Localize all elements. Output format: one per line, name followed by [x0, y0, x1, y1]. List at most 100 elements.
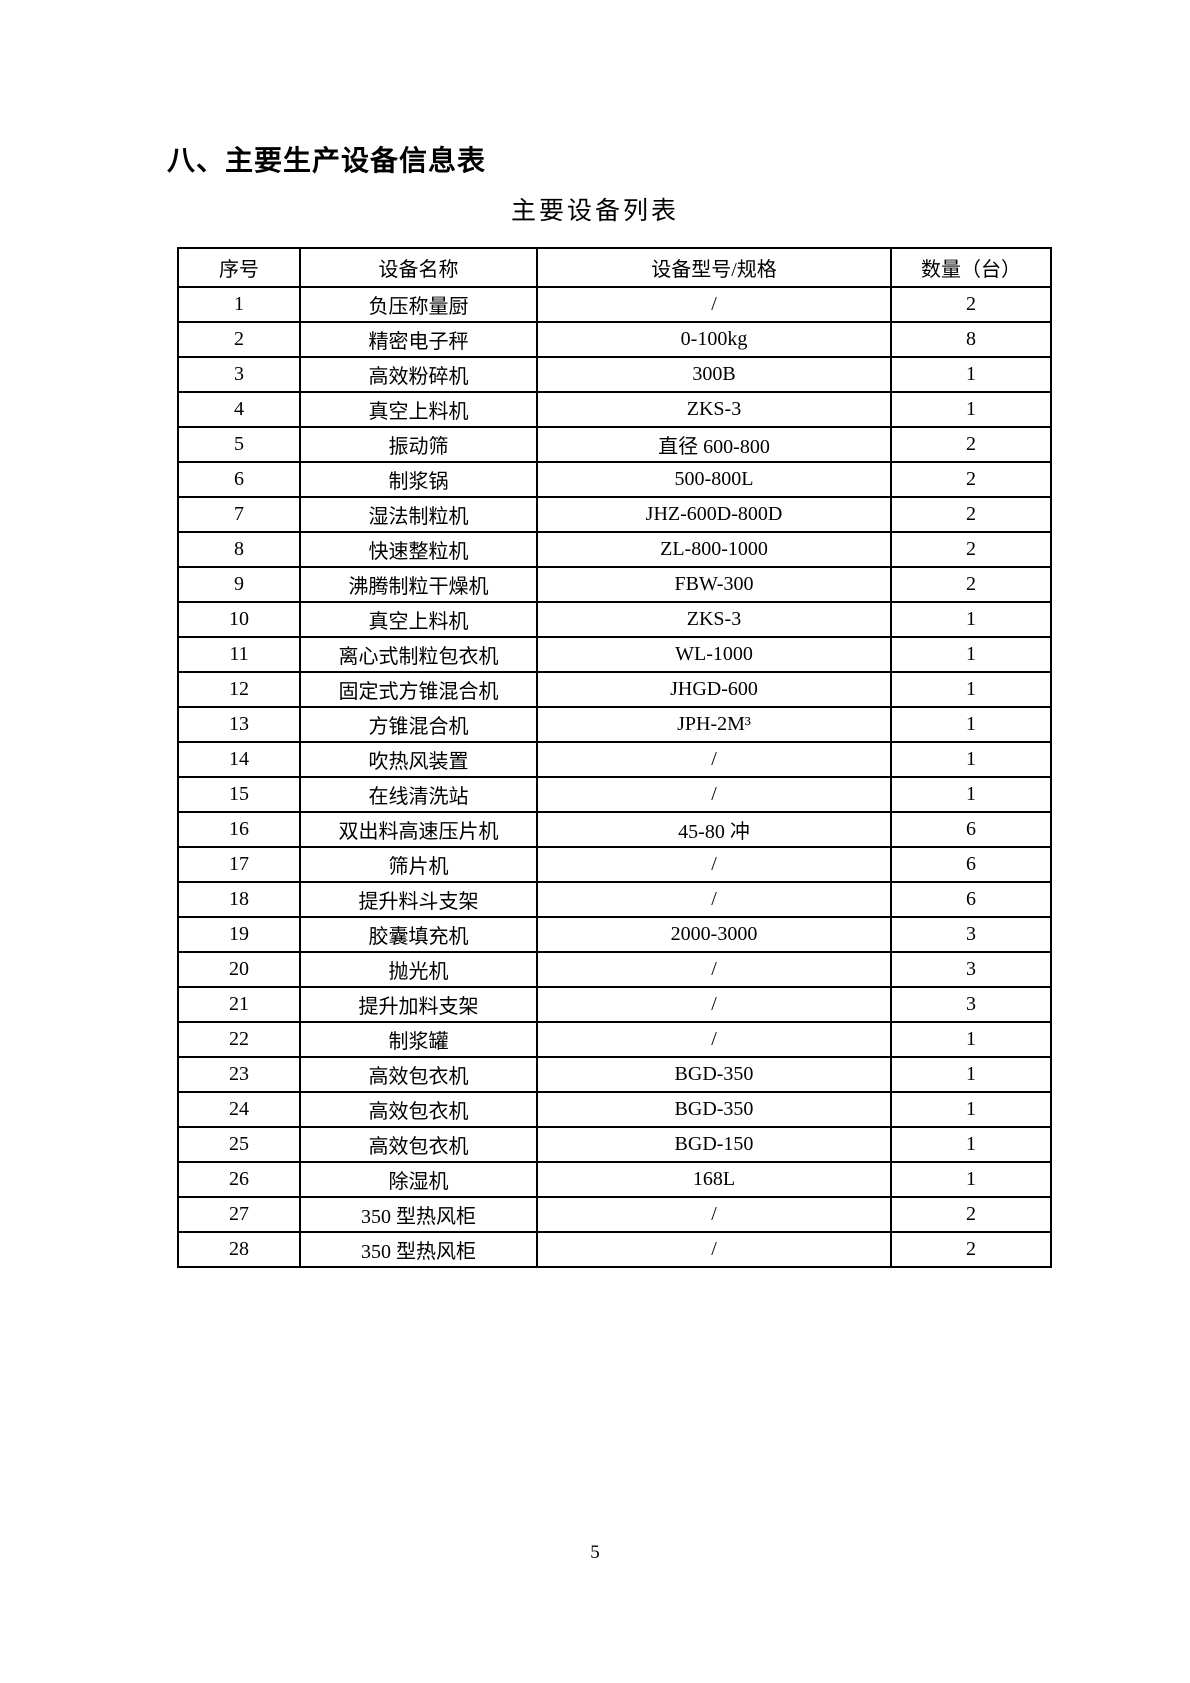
cell-no: 15 [177, 776, 301, 813]
cell-qty: 6 [890, 881, 1052, 918]
cell-name: 方锥混合机 [299, 706, 538, 743]
cell-qty: 2 [890, 286, 1052, 323]
cell-no: 11 [177, 636, 301, 673]
cell-no: 14 [177, 741, 301, 778]
cell-model: JPH-2M³ [536, 706, 892, 743]
cell-no: 9 [177, 566, 301, 603]
cell-name: 沸腾制粒干燥机 [299, 566, 538, 603]
cell-model: 300B [536, 356, 892, 393]
cell-model: 168L [536, 1161, 892, 1198]
cell-model: JHZ-600D-800D [536, 496, 892, 533]
cell-no: 26 [177, 1161, 301, 1198]
cell-model: / [536, 1021, 892, 1058]
cell-model: ZL-800-1000 [536, 531, 892, 568]
cell-qty: 1 [890, 356, 1052, 393]
header-row: 序号 设备名称 设备型号/规格 数量（台） [177, 247, 1052, 288]
cell-model: / [536, 881, 892, 918]
cell-model: FBW-300 [536, 566, 892, 603]
cell-model: 500-800L [536, 461, 892, 498]
cell-qty: 1 [890, 671, 1052, 708]
cell-name: 胶囊填充机 [299, 916, 538, 953]
cell-model: / [536, 1231, 892, 1268]
table-row: 24 高效包衣机 BGD-350 1 [177, 1091, 1052, 1128]
cell-no: 2 [177, 321, 301, 358]
table-row: 4 真空上料机 ZKS-3 1 [177, 391, 1052, 428]
cell-name: 离心式制粒包衣机 [299, 636, 538, 673]
table-row: 6 制浆锅 500-800L 2 [177, 461, 1052, 498]
cell-model: JHGD-600 [536, 671, 892, 708]
cell-no: 28 [177, 1231, 301, 1268]
cell-qty: 1 [890, 636, 1052, 673]
cell-model: / [536, 286, 892, 323]
col-header-model: 设备型号/规格 [536, 247, 892, 288]
cell-qty: 1 [890, 776, 1052, 813]
cell-qty: 2 [890, 566, 1052, 603]
table-row: 11 离心式制粒包衣机 WL-1000 1 [177, 636, 1052, 673]
table-row: 8 快速整粒机 ZL-800-1000 2 [177, 531, 1052, 568]
table-row: 1 负压称量厨/2 [177, 286, 1052, 323]
cell-qty: 2 [890, 1196, 1052, 1233]
cell-no: 25 [177, 1126, 301, 1163]
cell-no: 23 [177, 1056, 301, 1093]
cell-name: 提升料斗支架 [299, 881, 538, 918]
cell-no: 13 [177, 706, 301, 743]
cell-qty: 1 [890, 1056, 1052, 1093]
cell-qty: 6 [890, 811, 1052, 848]
cell-name: 快速整粒机 [299, 531, 538, 568]
cell-model: BGD-350 [536, 1056, 892, 1093]
cell-qty: 1 [890, 741, 1052, 778]
table-row: 5 振动筛 直径 600-800 2 [177, 426, 1052, 463]
cell-model: / [536, 776, 892, 813]
cell-qty: 3 [890, 951, 1052, 988]
cell-qty: 1 [890, 1161, 1052, 1198]
cell-no: 22 [177, 1021, 301, 1058]
cell-name: 除湿机 [299, 1161, 538, 1198]
cell-no: 7 [177, 496, 301, 533]
cell-no: 12 [177, 671, 301, 708]
table-title: 主要设备列表 [510, 198, 679, 225]
cell-qty: 2 [890, 461, 1052, 498]
cell-model: ZKS-3 [536, 601, 892, 638]
table-row: 14 吹热风装置/1 [177, 741, 1052, 778]
table-row: 20 抛光机/3 [177, 951, 1052, 988]
section-heading: 八、主要生产设备信息表 [167, 146, 487, 177]
cell-no: 24 [177, 1091, 301, 1128]
cell-qty: 1 [890, 706, 1052, 743]
cell-no: 8 [177, 531, 301, 568]
cell-model: / [536, 986, 892, 1023]
cell-no: 18 [177, 881, 301, 918]
cell-name: 真空上料机 [299, 601, 538, 638]
cell-qty: 3 [890, 986, 1052, 1023]
equipment-table: 序号 设备名称 设备型号/规格 数量（台） 1 负压称量厨/2 2 精密电子秤 0-10… [177, 247, 1052, 1268]
cell-name: 高效包衣机 [299, 1056, 538, 1093]
cell-name: 提升加料支架 [299, 986, 538, 1023]
cell-no: 16 [177, 811, 301, 848]
cell-model: 45-80 冲 [536, 811, 892, 848]
table-row: 7 湿法制粒机 JHZ-600D-800D 2 [177, 496, 1052, 533]
cell-qty: 1 [890, 391, 1052, 428]
cell-model: 2000-3000 [536, 916, 892, 953]
cell-no: 21 [177, 986, 301, 1023]
cell-qty: 1 [890, 601, 1052, 638]
cell-model: WL-1000 [536, 636, 892, 673]
table-row: 10 真空上料机 ZKS-3 1 [177, 601, 1052, 638]
cell-qty: 8 [890, 321, 1052, 358]
cell-no: 10 [177, 601, 301, 638]
cell-qty: 1 [890, 1091, 1052, 1128]
cell-model: 0-100kg [536, 321, 892, 358]
cell-name: 精密电子秤 [299, 321, 538, 358]
cell-qty: 3 [890, 916, 1052, 953]
table-row: 21 提升加料支架/3 [177, 986, 1052, 1023]
page-number: 5 [590, 1542, 600, 1563]
cell-no: 1 [177, 286, 301, 323]
cell-name: 制浆罐 [299, 1021, 538, 1058]
cell-model: / [536, 846, 892, 883]
cell-name: 双出料高速压片机 [299, 811, 538, 848]
cell-name: 筛片机 [299, 846, 538, 883]
cell-model: / [536, 1196, 892, 1233]
cell-no: 17 [177, 846, 301, 883]
cell-name: 抛光机 [299, 951, 538, 988]
cell-no: 27 [177, 1196, 301, 1233]
cell-name: 湿法制粒机 [299, 496, 538, 533]
